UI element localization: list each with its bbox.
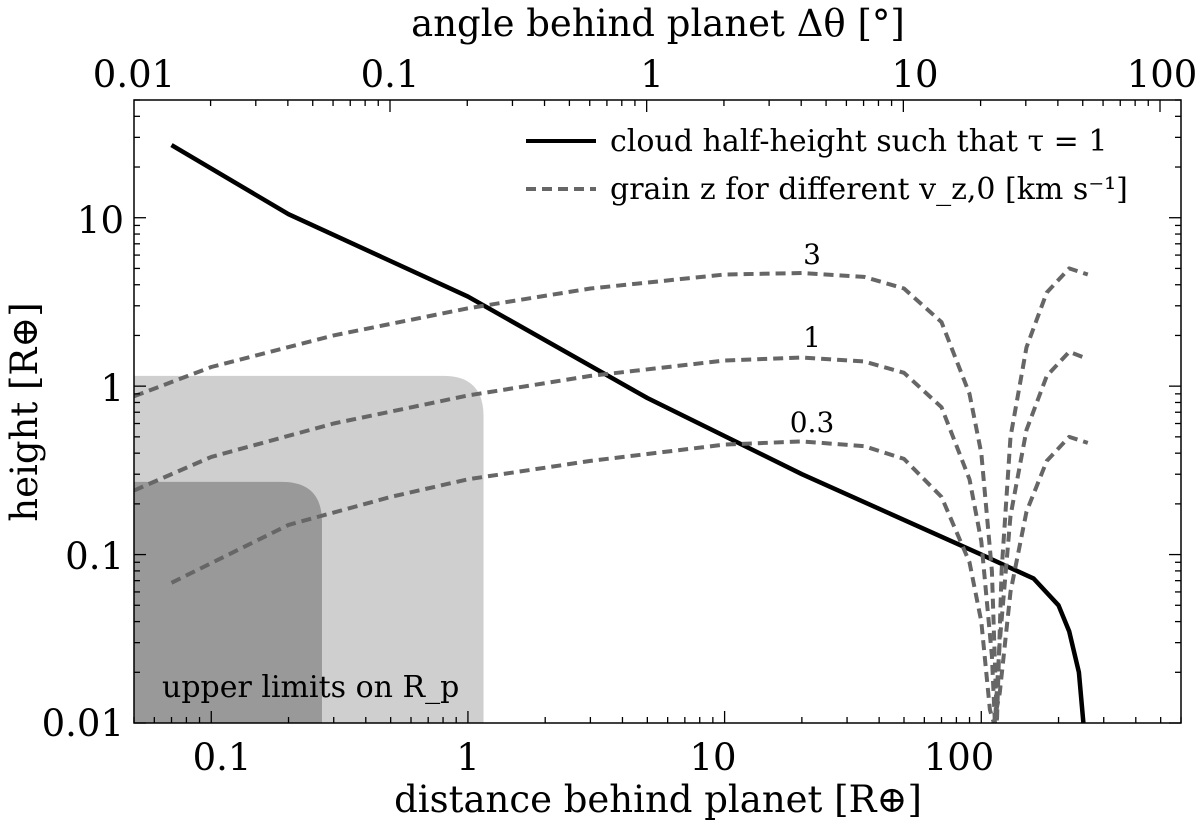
top-tick-labels: 0.01 0.1 1 10 100 [93, 53, 1198, 96]
curve-label-1: 1 [803, 321, 821, 354]
top-tick-label-0.1: 0.1 [361, 53, 420, 96]
upper-limit-region-dark [134, 481, 322, 723]
curve-label-0.3: 0.3 [790, 406, 835, 439]
grain-z-curve-0.3 [170, 434, 1089, 723]
y-tick-label-1: 1 [100, 367, 124, 410]
x-tick-label-1: 1 [456, 736, 480, 779]
x-tick-label-10: 10 [689, 736, 736, 779]
curve-label-3: 3 [803, 238, 821, 271]
legend: cloud half-height such that τ = 1 grain … [526, 124, 1128, 207]
ticks-layer [133, 99, 1182, 724]
plot-frame [133, 99, 1182, 724]
y-tick-label-0.1: 0.1 [65, 535, 124, 578]
top-tick-label-1: 1 [640, 53, 664, 96]
x-tick-label-0.1: 0.1 [193, 736, 252, 779]
upper-limits-annotation: upper limits on R_p [162, 670, 459, 705]
legend-label-solid: cloud half-height such that τ = 1 [610, 124, 1107, 159]
legend-label-dashed: grain z for different v_z,0 [km s⁻¹] [610, 172, 1128, 207]
x-tick-label-100: 100 [924, 736, 995, 779]
y-tick-label-10: 10 [77, 199, 124, 242]
series-layer [134, 143, 1089, 723]
top-tick-label-0.01: 0.01 [93, 53, 175, 96]
grain-z-curve-1 [134, 349, 1089, 723]
top-tick-label-100: 100 [1127, 53, 1198, 96]
x-axis-title: distance behind planet [R⊕] [394, 778, 922, 821]
top-axis-title: angle behind planet Δθ [°] [411, 2, 905, 45]
y-axis-title: height [R⊕] [3, 302, 46, 521]
grain-z-curve-3 [134, 266, 1089, 723]
y-tick-labels: 0.01 0.1 1 10 [42, 199, 124, 745]
shaded-regions [134, 375, 484, 723]
bottom-tick-labels: 0.1 1 10 100 [193, 736, 995, 779]
top-tick-label-10: 10 [891, 53, 938, 96]
y-tick-label-0.01: 0.01 [42, 702, 124, 745]
